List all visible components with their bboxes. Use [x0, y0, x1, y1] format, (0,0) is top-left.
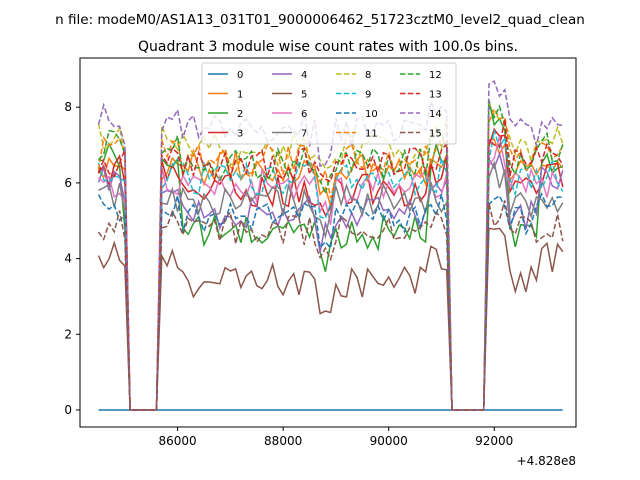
suptitle: n file: modeM0/AS1A13_031T01_9000006462_…	[55, 12, 585, 28]
axis-ticks: 86000 88000 90000 92000 0 2 4 6 8	[64, 100, 513, 448]
series-line-4	[97, 151, 564, 411]
legend-label: 14	[429, 109, 442, 120]
legend-box	[201, 62, 457, 145]
y-tick-label: 0	[64, 403, 72, 417]
x-tick-label: 90000	[370, 434, 408, 448]
legend-label: 2	[237, 109, 243, 120]
legend-label: 6	[301, 109, 307, 120]
legend-label: 10	[365, 109, 378, 120]
series-line-13	[97, 118, 564, 411]
legend-label: 5	[301, 90, 307, 101]
series-line-15	[97, 200, 564, 411]
y-tick-label: 2	[64, 327, 72, 341]
series-line-2	[98, 99, 564, 411]
legend-label: 1	[237, 90, 243, 101]
series-lines	[97, 80, 564, 411]
x-offset-label: +4.828e8	[517, 454, 576, 468]
legend-label: 4	[301, 70, 307, 81]
legend-label: 15	[429, 129, 442, 140]
series-line-12	[97, 104, 564, 411]
legend-label: 13	[429, 90, 442, 101]
x-tick-label: 92000	[475, 434, 513, 448]
chart-title: Quadrant 3 module wise count rates with …	[138, 39, 518, 55]
legend-label: 3	[237, 129, 243, 140]
x-tick-label: 88000	[264, 434, 302, 448]
legend-label: 9	[365, 90, 371, 101]
series-line-1	[97, 138, 564, 411]
legend-label: 7	[301, 129, 307, 140]
y-tick-label: 6	[64, 176, 72, 190]
series-line-10	[97, 192, 563, 411]
legend-label: 0	[237, 70, 243, 81]
legend-label: 8	[365, 70, 371, 81]
legend-label: 12	[429, 70, 442, 81]
y-tick-label: 4	[64, 252, 72, 266]
x-tick-label: 86000	[159, 434, 197, 448]
legend-label: 11	[365, 129, 378, 140]
plot-frame	[79, 57, 577, 428]
y-tick-label: 8	[64, 100, 72, 114]
series-line-14	[97, 80, 563, 411]
series-line-5	[97, 227, 564, 411]
